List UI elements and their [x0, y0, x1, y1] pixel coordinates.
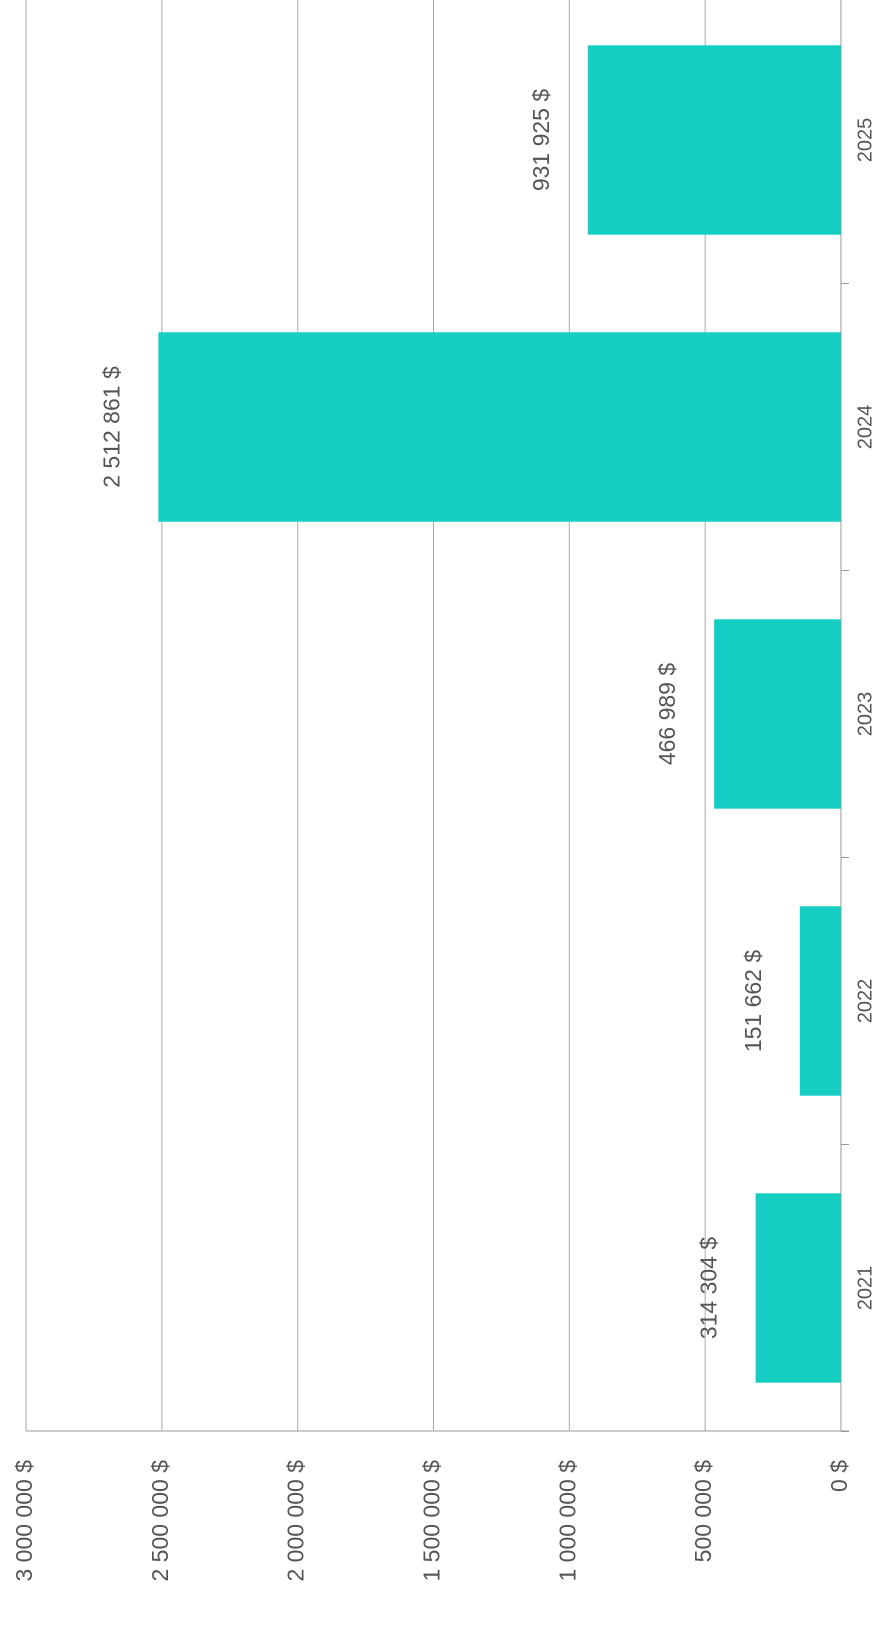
y-tick-label: 500 000 $: [690, 1460, 716, 1563]
x-tick-label: 2025: [854, 118, 876, 163]
value-label: 931 925 $: [528, 89, 554, 192]
bar: [158, 332, 842, 522]
bar: [799, 906, 841, 1096]
bar: [714, 619, 841, 809]
value-label: 151 662 $: [740, 950, 766, 1053]
y-tick-label: 3 000 000 $: [11, 1460, 37, 1582]
value-label: 314 304 $: [696, 1237, 722, 1340]
x-tick-label: 2021: [854, 1266, 876, 1311]
y-tick-label: 2 000 000 $: [283, 1460, 309, 1582]
x-tick-label: 2024: [854, 405, 876, 450]
value-label: 2 512 861 $: [98, 366, 124, 488]
bar: [755, 1193, 841, 1383]
y-tick-label: 0 $: [826, 1460, 852, 1492]
y-tick-label: 2 500 000 $: [147, 1460, 173, 1582]
bar: [587, 45, 841, 235]
x-tick-label: 2022: [854, 979, 876, 1024]
y-tick-label: 1 000 000 $: [554, 1460, 580, 1582]
x-tick-label: 2023: [854, 692, 876, 737]
value-label: 466 989 $: [654, 663, 680, 766]
y-tick-label: 1 500 000 $: [419, 1460, 445, 1582]
